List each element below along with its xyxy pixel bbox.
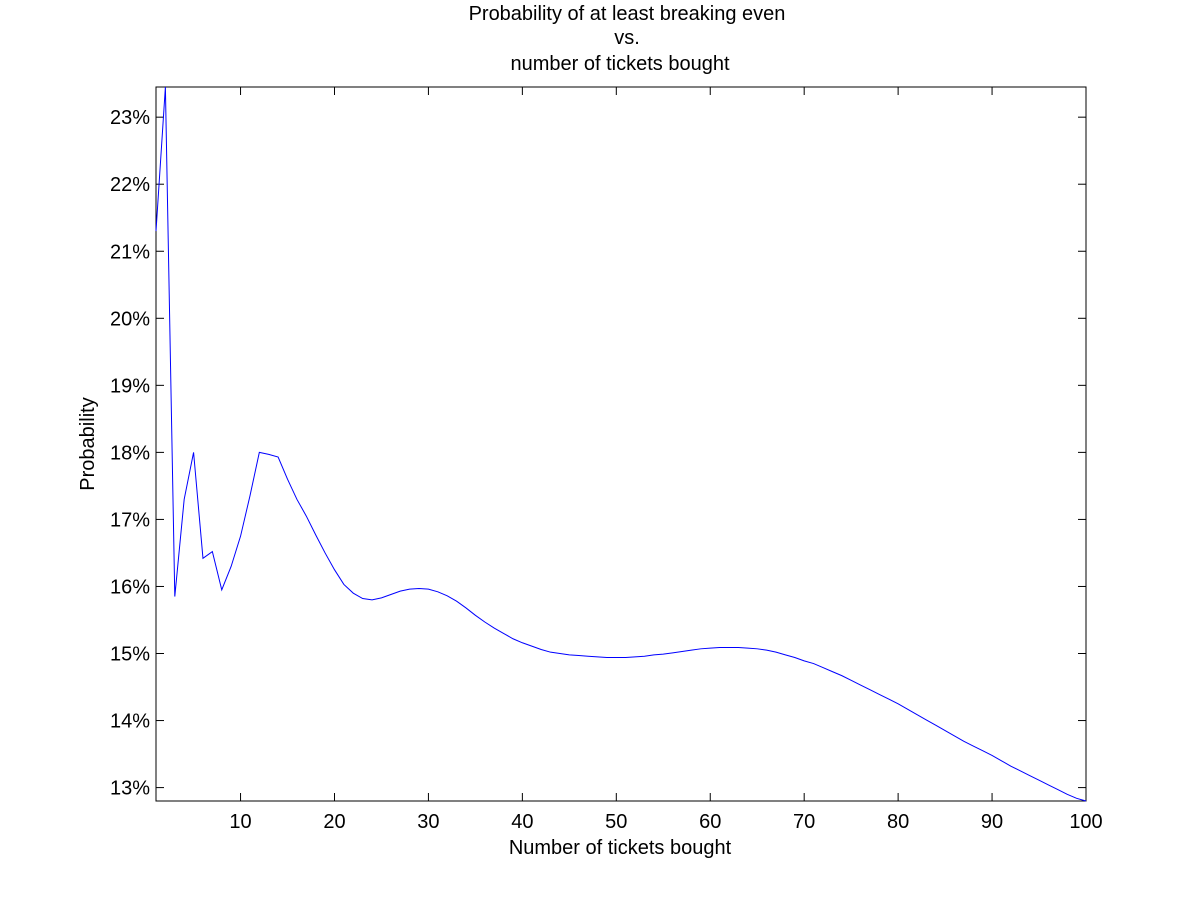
- y-axis-tick-labels: 13% 14% 15% 16% 17% 18% 19% 20% 21% 22% 23%: [110, 107, 150, 799]
- y-tick-label: 21%: [110, 241, 150, 263]
- x-tick-label: 50: [605, 811, 627, 833]
- x-tick-label: 100: [1069, 811, 1102, 833]
- x-tick-label: 60: [699, 811, 721, 833]
- chart-title: Probability of at least breaking even vs…: [469, 3, 786, 75]
- y-tick-label: 20%: [110, 308, 150, 330]
- y-tick-label: 13%: [110, 778, 150, 800]
- series-group: [155, 86, 1087, 802]
- x-tick-label: 90: [981, 811, 1003, 833]
- y-tick-label: 23%: [110, 107, 150, 129]
- series-line: [155, 86, 1087, 802]
- y-axis-ticks: [156, 116, 1086, 789]
- y-tick-label: 16%: [110, 576, 150, 598]
- x-axis-ticks: [240, 87, 1087, 801]
- x-tick-label: 10: [229, 811, 251, 833]
- y-axis-label: Probability: [77, 397, 99, 490]
- x-tick-label: 40: [511, 811, 533, 833]
- x-tick-label: 30: [417, 811, 439, 833]
- x-axis-tick-labels: 10 20 30 40 50 60 70 80 90 100: [229, 811, 1102, 833]
- y-tick-label: 17%: [110, 509, 150, 531]
- chart-title-line-3: number of tickets bought: [510, 53, 729, 75]
- y-tick-label: 15%: [110, 644, 150, 666]
- plot-area: [155, 86, 1087, 802]
- y-tick-label: 18%: [110, 442, 150, 464]
- chart-title-line-2: vs.: [614, 27, 640, 49]
- chart-title-line-1: Probability of at least breaking even: [469, 3, 786, 25]
- y-tick-label: 22%: [110, 174, 150, 196]
- x-tick-label: 20: [323, 811, 345, 833]
- y-tick-label: 19%: [110, 375, 150, 397]
- x-tick-label: 70: [793, 811, 815, 833]
- x-tick-label: 80: [887, 811, 909, 833]
- y-tick-label: 14%: [110, 711, 150, 733]
- x-axis-label: Number of tickets bought: [509, 837, 732, 859]
